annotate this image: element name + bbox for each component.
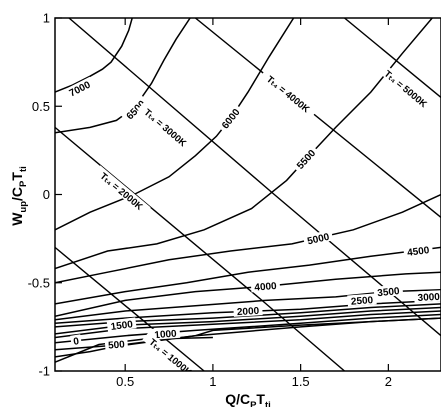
y-tick-label: -0.5 xyxy=(28,275,50,290)
contour-label-2000-bg xyxy=(233,304,263,317)
x-tick-label: 1 xyxy=(209,374,216,389)
contour-0 xyxy=(55,317,441,358)
contour-label-1500-group: 1500 xyxy=(106,317,137,333)
contour-label-1500-bg xyxy=(106,317,137,332)
contour-4500 xyxy=(55,246,441,305)
contour-label-500-bg xyxy=(104,337,129,351)
tt4-label-4-bg xyxy=(259,68,318,119)
contour-label-4000: 4000 xyxy=(254,281,277,294)
tt4-label-4: Tₜ₄ = 4000K xyxy=(264,74,311,115)
contour-label-6000-group: 6000 xyxy=(216,103,244,133)
contour-label-2500-bg xyxy=(347,293,377,307)
contour-label-500-group: 500 xyxy=(104,337,129,352)
contour-label-3500-group: 3500 xyxy=(373,284,404,299)
tt4-label-3-group: Tₜ₄ = 3000K xyxy=(137,101,195,153)
y-tick-label: -1 xyxy=(38,364,50,379)
tt4-label-3-bg xyxy=(137,101,195,153)
contour-label-5000: 5000 xyxy=(306,232,331,248)
contour-label-3000-group: 3000 xyxy=(414,290,441,304)
contour-label-4000-group: 4000 xyxy=(250,279,281,294)
x-axis-label: Q/CPTti xyxy=(225,391,271,407)
contour-label-3000: 3000 xyxy=(417,292,440,304)
contour-label-4500: 4500 xyxy=(407,245,431,259)
contour-label-1000-group: 1000 xyxy=(150,326,181,342)
contour-label-1000: 1000 xyxy=(154,329,177,342)
contour-label-5000-group: 5000 xyxy=(302,229,334,248)
x-axis-ticks: 0.5 1 1.5 2 xyxy=(116,18,392,389)
y-tick-label: 1 xyxy=(43,11,50,26)
y-axis-ticks: -1 -0.5 0 0.5 1 xyxy=(28,11,62,379)
contour-label-5500-bg xyxy=(291,144,320,174)
contour-7000 xyxy=(55,18,133,93)
tt4-label-1-bg xyxy=(142,331,200,371)
x-tick-label: 2 xyxy=(385,374,392,389)
contour-label-7000-group: 7000 xyxy=(64,76,95,100)
contour-label-0: 0 xyxy=(73,336,81,348)
contour-label-4500-group: 4500 xyxy=(403,243,434,259)
contour-label-2500: 2500 xyxy=(351,295,374,308)
contour-label-1000-bg xyxy=(150,326,181,340)
contour-label-5000-bg xyxy=(302,229,334,247)
contour-label-2500-group: 2500 xyxy=(347,293,377,308)
contour-label-3500-bg xyxy=(373,284,404,299)
y-tick-label: 0.5 xyxy=(32,99,50,114)
tt4-label-4-group: Tₜ₄ = 4000K xyxy=(259,68,318,119)
tt4-label-5-group: Tₜ₄ = 5000K xyxy=(377,63,436,114)
contour-label-0-bg xyxy=(70,334,82,347)
contour-label-3000-bg xyxy=(414,290,441,303)
contour-5000 xyxy=(55,193,441,284)
y-axis-label: Wup/CPTti xyxy=(9,166,29,226)
contour-label-3500: 3500 xyxy=(377,286,401,299)
tt4-line-4 xyxy=(194,18,441,218)
contour-label-6500-bg xyxy=(121,95,150,124)
tt4-label-5: Tₜ₄ = 5000K xyxy=(382,69,429,111)
tt4-line-2 xyxy=(55,126,345,371)
tt4-label-5-bg xyxy=(377,63,436,114)
y-tick-label: 0 xyxy=(43,187,50,202)
contour-label-4500-bg xyxy=(403,243,434,258)
contour-label-6000-bg xyxy=(216,103,244,133)
contour-label-500: 500 xyxy=(108,339,126,351)
contour-6000 xyxy=(55,18,295,231)
tt4-line-1 xyxy=(55,246,205,371)
contour-label-7000-bg xyxy=(64,76,95,100)
contour-label-0-group: 0 xyxy=(70,334,82,348)
contour-label-4000-bg xyxy=(250,279,281,293)
tt4-line-5 xyxy=(344,18,441,98)
contour-label-2000: 2000 xyxy=(237,306,260,318)
contour-1000 xyxy=(55,313,441,344)
x-tick-label: 1.5 xyxy=(292,374,310,389)
contour-5500 xyxy=(55,18,433,270)
x-tick-label: 0.5 xyxy=(116,374,134,389)
tt4-label-2-bg xyxy=(93,165,151,216)
contour-label-2000-group: 2000 xyxy=(233,304,263,318)
contour-label-1500: 1500 xyxy=(110,319,134,333)
tt4-label-3: Tₜ₄ = 3000K xyxy=(142,107,189,149)
